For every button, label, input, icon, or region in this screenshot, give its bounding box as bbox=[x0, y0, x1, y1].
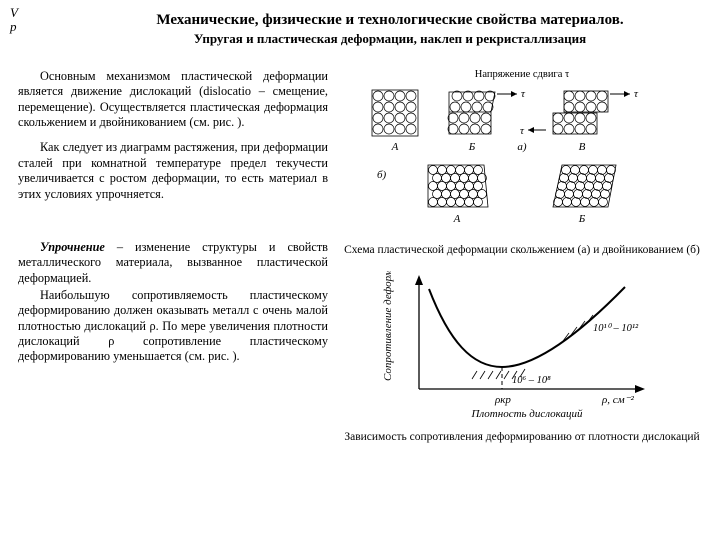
text-column: Основным механизмом пластической деформа… bbox=[18, 69, 328, 445]
label-a: а) bbox=[517, 141, 527, 153]
x-unit: ρ, см⁻² bbox=[601, 394, 634, 406]
block-v-right bbox=[553, 91, 608, 134]
tau-1: τ bbox=[521, 88, 526, 100]
paragraph-1: Основным механизмом пластической деформа… bbox=[18, 69, 328, 130]
label-A2: А bbox=[453, 213, 461, 225]
page-subtitle: Упругая и пластическая деформации, накле… bbox=[98, 31, 682, 47]
fig1-top-label: Напряжение сдвига τ bbox=[342, 69, 702, 80]
rho-kr: ρкр bbox=[494, 394, 511, 406]
corner-v: V bbox=[10, 6, 18, 20]
label-A1: А bbox=[391, 141, 399, 153]
figure-column: Напряжение сдвига τ А bbox=[342, 69, 702, 445]
label-V1: В bbox=[579, 141, 586, 153]
paragraph-3: Упрочнение – изменение структуры и свойс… bbox=[18, 240, 328, 286]
tau-2: τ bbox=[634, 88, 639, 100]
figure-2-graph: Сопротивление деформации 10⁶ – 10⁸ bbox=[377, 271, 667, 421]
header: Механические, физические и технологическ… bbox=[98, 12, 682, 47]
label-B2: Б bbox=[578, 213, 586, 225]
fig1-caption: Схема пластической деформации скольжение… bbox=[342, 243, 702, 257]
fig2-caption: Зависимость сопротивления деформированию… bbox=[342, 430, 702, 444]
range2: 10¹⁰ – 10¹² bbox=[593, 323, 639, 334]
ylabel: Сопротивление деформации bbox=[382, 271, 394, 381]
figure-1-diagram: А τ Б bbox=[357, 84, 687, 234]
block-a-left bbox=[372, 90, 418, 136]
xlabel: Плотность дислокаций bbox=[470, 408, 583, 420]
paragraph-4: Наибольшую сопротивляемость пластическом… bbox=[18, 288, 328, 365]
term-uprochnenie: Упрочнение bbox=[40, 240, 105, 254]
label-B1: Б bbox=[468, 141, 476, 153]
range1: 10⁶ – 10⁸ bbox=[512, 375, 551, 386]
block-b-mid bbox=[448, 91, 495, 134]
corner-p: р bbox=[10, 20, 18, 34]
label-b: б) bbox=[377, 169, 387, 181]
tau-3: τ bbox=[520, 125, 525, 137]
content-row: Основным механизмом пластической деформа… bbox=[18, 69, 702, 445]
paragraph-2: Как следует из диаграмм растяжения, при … bbox=[18, 140, 328, 201]
page-title: Механические, физические и технологическ… bbox=[98, 12, 682, 29]
corner-label: V р bbox=[10, 6, 18, 35]
